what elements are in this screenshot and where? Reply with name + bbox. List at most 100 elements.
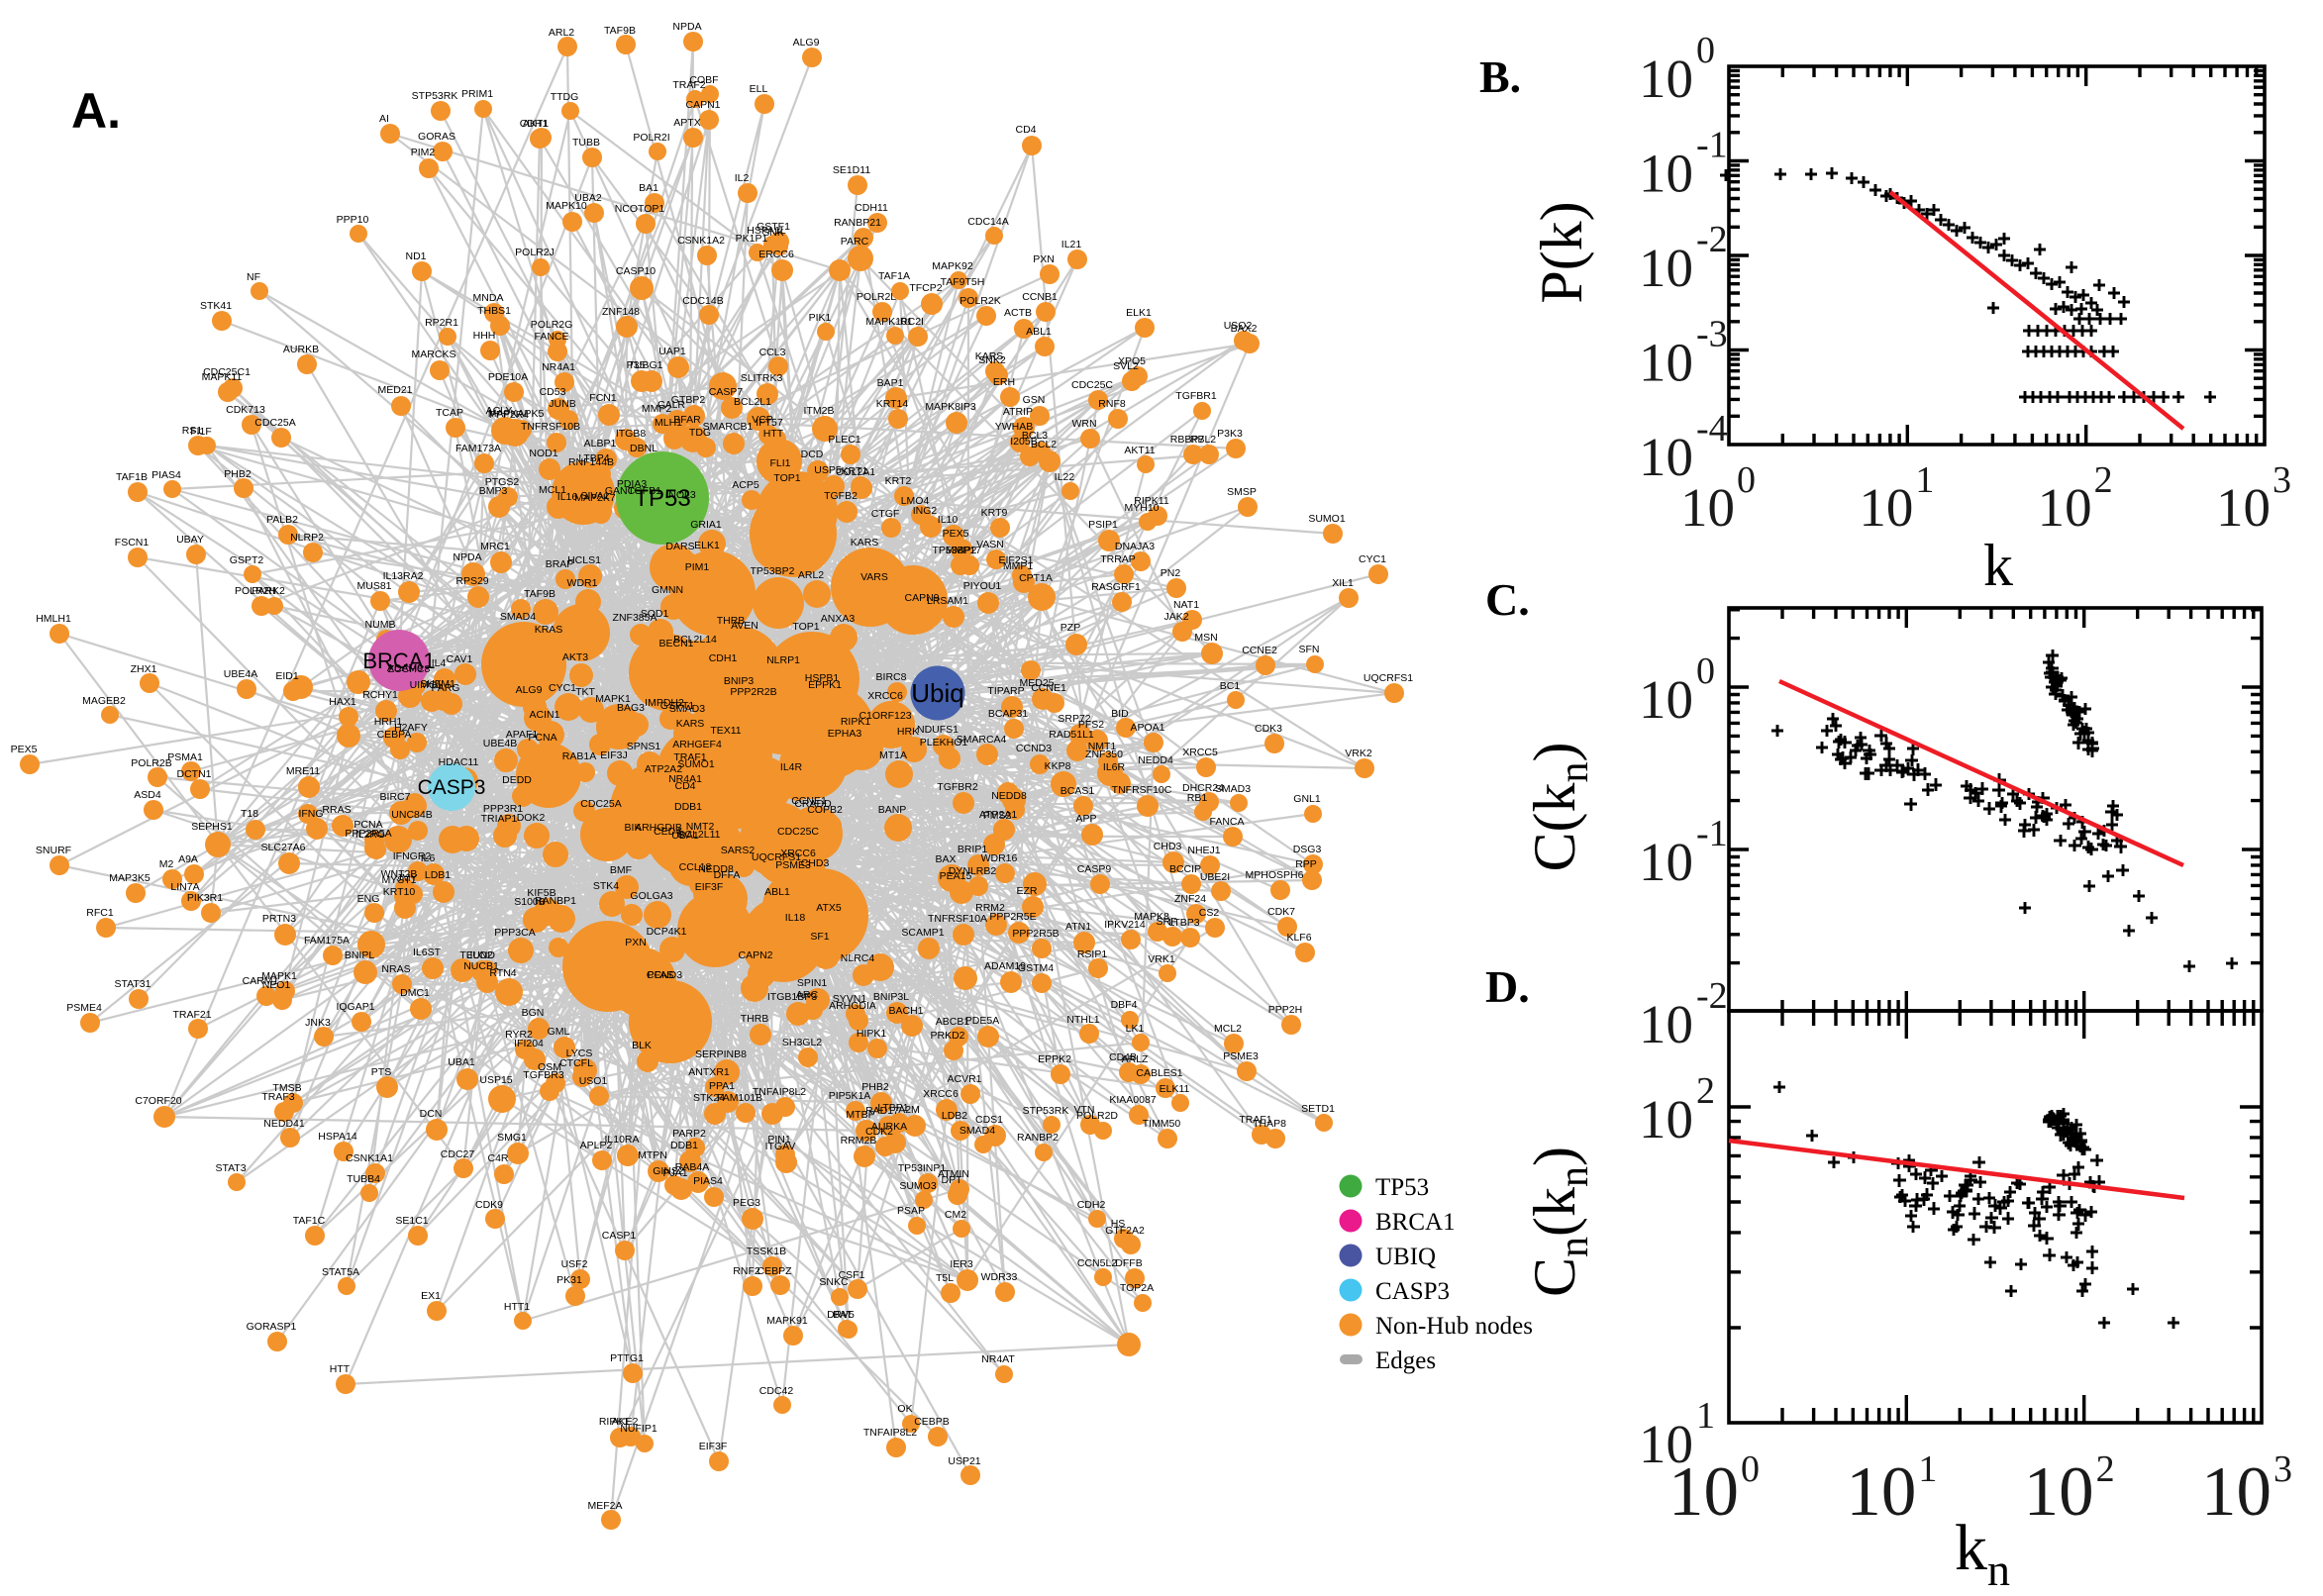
- svg-text:LTBP4: LTBP4: [578, 452, 609, 464]
- svg-text:TMSB: TMSB: [272, 1082, 301, 1094]
- svg-text:PN2: PN2: [1161, 567, 1181, 579]
- svg-text:HRK: HRK: [897, 726, 919, 738]
- svg-text:RIPK11: RIPK11: [1134, 495, 1169, 507]
- svg-text:CAPN2: CAPN2: [738, 949, 772, 961]
- svg-text:FANCA: FANCA: [1209, 816, 1244, 828]
- svg-text:SLITRK3: SLITRK3: [741, 372, 783, 384]
- svg-text:PSME3: PSME3: [1223, 1050, 1259, 1062]
- svg-text:ACLY: ACLY: [486, 405, 513, 417]
- svg-text:10: 10: [1639, 427, 1693, 487]
- svg-text:ELK1: ELK1: [694, 540, 720, 551]
- svg-text:2: 2: [2094, 459, 2113, 501]
- svg-text:ACVR1: ACVR1: [947, 1073, 981, 1085]
- svg-text:USP5: USP5: [814, 464, 842, 476]
- svg-text:GSPT2: GSPT2: [230, 554, 264, 566]
- svg-text:SVL2: SVL2: [1113, 360, 1139, 372]
- svg-text:CASP1: CASP1: [602, 1230, 637, 1242]
- svg-text:PIK1: PIK1: [809, 312, 832, 324]
- svg-text:JUND: JUND: [467, 949, 495, 961]
- svg-text:CTCFL: CTCFL: [559, 1057, 593, 1069]
- svg-text:POLR2D: POLR2D: [1076, 1110, 1118, 1122]
- svg-text:POLR2G: POLR2G: [531, 319, 573, 331]
- svg-text:CCNB1: CCNB1: [1022, 291, 1058, 303]
- svg-text:PIAS4: PIAS4: [152, 469, 181, 481]
- svg-text:DPT: DPT: [942, 1174, 963, 1186]
- svg-text:UBA1: UBA1: [448, 1056, 475, 1068]
- svg-text:DBNL: DBNL: [630, 443, 657, 454]
- svg-text:ARC: ARC: [796, 989, 819, 1001]
- svg-text:SNURF: SNURF: [36, 845, 71, 856]
- svg-text:UQCRFS1: UQCRFS1: [1364, 672, 1413, 684]
- svg-text:OSM: OSM: [538, 1061, 561, 1073]
- svg-text:STP53RK: STP53RK: [1023, 1105, 1069, 1117]
- svg-text:10: 10: [2038, 477, 2092, 538]
- svg-text:FCN1: FCN1: [589, 392, 617, 404]
- svg-text:JUNB: JUNB: [549, 398, 575, 410]
- svg-text:VCP: VCP: [752, 414, 773, 426]
- svg-text:10: 10: [1639, 1089, 1693, 1149]
- svg-text:TELO2: TELO2: [459, 949, 492, 961]
- svg-text:BA1: BA1: [639, 182, 658, 194]
- svg-text:ATMIN: ATMIN: [938, 1168, 969, 1180]
- svg-text:1: 1: [1918, 1448, 1937, 1490]
- svg-text:MAPKAPK5: MAPKAPK5: [488, 408, 545, 420]
- svg-text:10: 10: [1639, 832, 1693, 892]
- svg-text:PTTG1: PTTG1: [610, 1352, 644, 1364]
- svg-text:TGFBR1: TGFBR1: [1175, 390, 1217, 402]
- svg-text:RNF2: RNF2: [733, 1265, 760, 1277]
- svg-text:PLEKHO1: PLEKHO1: [920, 737, 968, 748]
- svg-text:CEBPB: CEBPB: [914, 1416, 950, 1428]
- svg-text:PCNA: PCNA: [354, 819, 382, 831]
- svg-text:PPP2H: PPP2H: [1268, 1004, 1302, 1016]
- svg-text:EX1: EX1: [421, 1290, 441, 1302]
- svg-text:KARS: KARS: [975, 350, 1004, 362]
- svg-text:NTHL1: NTHL1: [1066, 1014, 1099, 1026]
- svg-text:10: 10: [2201, 1453, 2272, 1531]
- svg-text:UIMC1: UIMC1: [410, 679, 443, 691]
- svg-text:TRAF3: TRAF3: [261, 1091, 294, 1103]
- svg-text:SNKC: SNKC: [819, 1276, 849, 1288]
- svg-text:NMT2: NMT2: [686, 821, 715, 833]
- svg-text:-2: -2: [1696, 219, 1728, 260]
- svg-text:CAV1: CAV1: [447, 653, 473, 665]
- svg-text:APLP2: APLP2: [580, 1140, 613, 1151]
- svg-text:GTF2A2: GTF2A2: [1105, 1225, 1145, 1237]
- svg-text:CDS1: CDS1: [975, 1114, 1003, 1126]
- svg-text:IL10: IL10: [938, 514, 959, 526]
- svg-text:MAGEB2: MAGEB2: [82, 695, 126, 707]
- svg-text:RIPK1: RIPK1: [841, 716, 871, 728]
- svg-text:CD4: CD4: [1015, 124, 1036, 136]
- svg-text:BAT: BAT: [833, 1309, 853, 1321]
- svg-text:10: 10: [1639, 669, 1693, 730]
- svg-text:APOA1: APOA1: [1130, 722, 1164, 734]
- svg-text:ELL: ELL: [750, 83, 768, 95]
- svg-text:THRB: THRB: [717, 615, 746, 627]
- svg-text:FI1F: FI1F: [190, 426, 212, 438]
- svg-text:TUBG1: TUBG1: [628, 359, 662, 371]
- svg-text:WDR1: WDR1: [567, 577, 598, 589]
- svg-text:RANBP1: RANBP1: [535, 895, 576, 907]
- svg-text:WDR16: WDR16: [981, 852, 1018, 864]
- svg-text:HTT: HTT: [763, 428, 784, 440]
- svg-text:BRIP1: BRIP1: [958, 844, 988, 855]
- svg-text:STAT3: STAT3: [215, 1162, 246, 1174]
- svg-text:JAK2: JAK2: [1163, 611, 1188, 623]
- svg-text:PFS2: PFS2: [1078, 719, 1104, 731]
- svg-text:0: 0: [1696, 650, 1715, 692]
- svg-text:ACP5: ACP5: [732, 479, 759, 491]
- svg-text:MYST1: MYST1: [381, 874, 416, 886]
- svg-text:BGN: BGN: [522, 1007, 545, 1019]
- svg-text:PRKD2: PRKD2: [930, 1030, 964, 1042]
- svg-text:TGFB2: TGFB2: [824, 490, 858, 502]
- svg-text:FAM175A: FAM175A: [304, 935, 350, 947]
- svg-text:IQGAP1: IQGAP1: [336, 1001, 374, 1013]
- svg-text:PSME3: PSME3: [775, 859, 811, 871]
- svg-text:XRCC6: XRCC6: [923, 1088, 959, 1100]
- svg-text:MRE11: MRE11: [286, 765, 320, 777]
- svg-text:ABL1: ABL1: [1026, 326, 1052, 338]
- svg-text:P3K3: P3K3: [1217, 428, 1243, 440]
- svg-text:FAM101B: FAM101B: [717, 1092, 762, 1104]
- svg-text:DOK2: DOK2: [517, 812, 546, 824]
- svg-text:BRAP: BRAP: [546, 558, 574, 570]
- svg-text:PEX5: PEX5: [943, 528, 969, 540]
